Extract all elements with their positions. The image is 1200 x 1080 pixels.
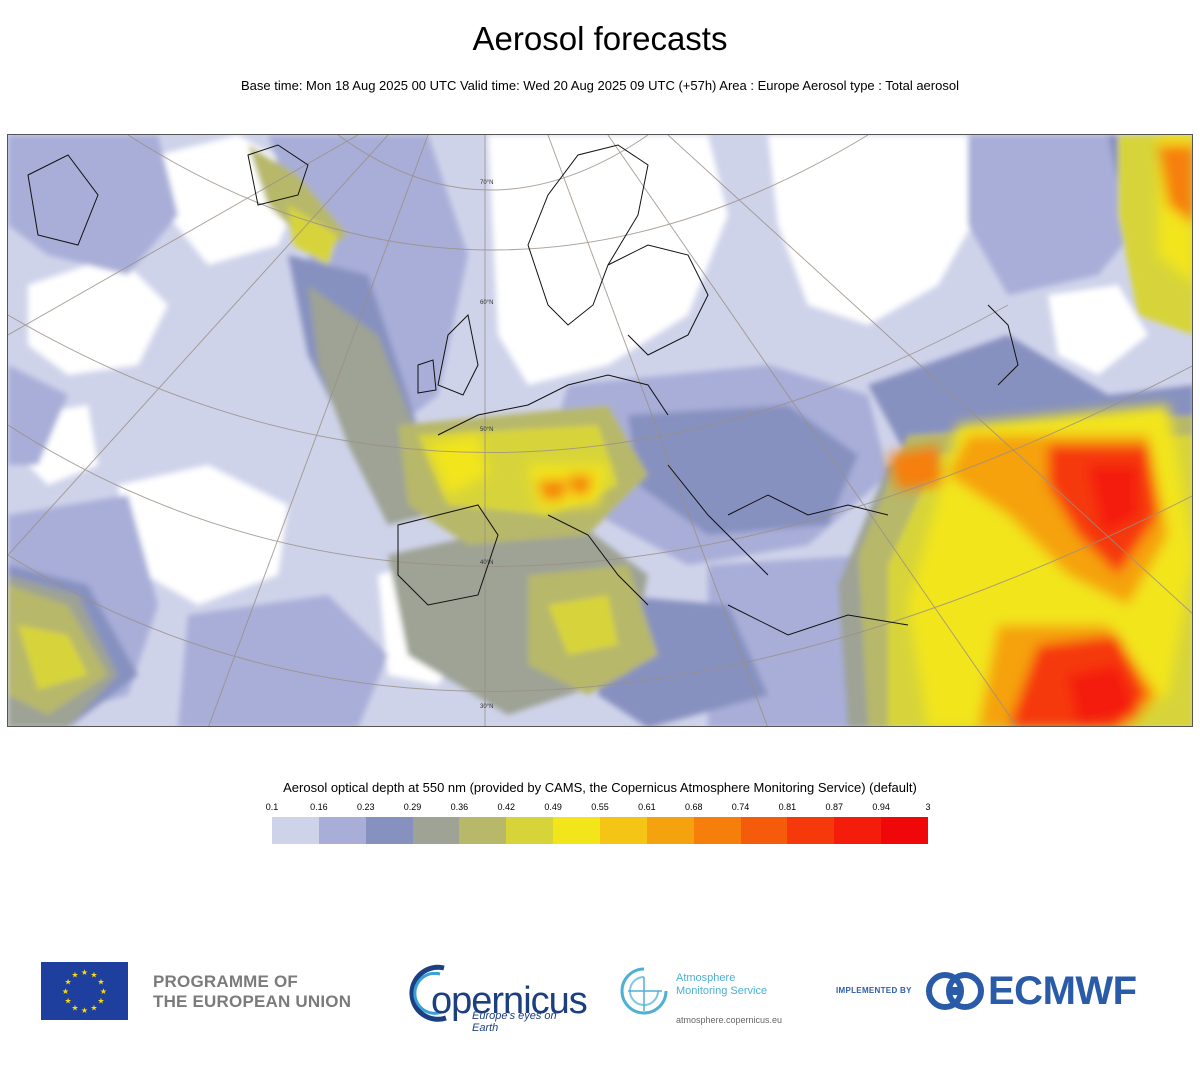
eu-star-icon: ★ (100, 987, 107, 996)
colorbar-tick-label: 0.55 (591, 802, 609, 812)
eu-star-icon: ★ (97, 997, 104, 1006)
colorbar-segment (318, 817, 366, 844)
colorbar-tick-label: 0.87 (825, 802, 844, 812)
implemented-by-label: IMPLEMENTED BY (836, 986, 912, 995)
colorbar-segment (646, 817, 694, 844)
colorbar-segment (365, 817, 413, 844)
aerosol-map[interactable]: 70°N 60°N 50°N 40°N 30°N (7, 134, 1193, 727)
colorbar-tick-label: 0.29 (403, 802, 422, 812)
eu-line-1: PROGRAMME OF (153, 972, 299, 991)
colorbar-tick-label: 0.1 (265, 802, 279, 812)
eu-flag-logo[interactable]: ★ ★ ★ ★ ★ ★ ★ ★ ★ ★ ★ ★ (41, 962, 128, 1020)
legend-title: Aerosol optical depth at 550 nm (provide… (283, 780, 917, 795)
ecmwf-rings-icon (926, 972, 984, 1010)
colorbar-tick-label: 0.16 (310, 802, 328, 812)
lat-label-70: 70°N (480, 180, 493, 186)
eu-programme-text: PROGRAMME OF THE EUROPEAN UNION (153, 972, 351, 1012)
colorbar-legend: Aerosol optical depth at 550 nm (provide… (0, 780, 1200, 844)
colorbar-tick-label: 0.74 (731, 802, 750, 812)
cams-url: atmosphere.copernicus.eu (676, 1015, 783, 1025)
cams-line-2: Monitoring Service (676, 985, 768, 997)
colorbar-tick-label: 0.23 (356, 802, 375, 812)
colorbar-segment (834, 817, 882, 844)
copernicus-swoosh-icon (409, 964, 447, 1022)
colorbar-segment (787, 817, 835, 844)
eu-star-icon: ★ (64, 978, 71, 987)
copernicus-logo[interactable]: opernicus Europe's eyes on Earth (404, 960, 588, 1034)
ecmwf-logo[interactable]: ECMWF (926, 971, 1166, 1011)
colorbar-segment (881, 817, 929, 844)
cams-globe-icon (620, 967, 668, 1015)
cams-name: Atmosphere Monitoring Service (676, 972, 767, 998)
map-canvas: 70°N 60°N 50°N 40°N 30°N (8, 135, 1192, 726)
high-aerosol-plume (428, 135, 1192, 726)
eu-star-icon: ★ (71, 1003, 78, 1012)
eu-star-icon: ★ (62, 987, 69, 996)
footer-logos: ★ ★ ★ ★ ★ ★ ★ ★ ★ ★ ★ ★ PROGRAMME OF THE EUROPEAN U… (0, 955, 1200, 1035)
colorbar-segment (506, 817, 554, 844)
cams-line-1: Atmosphere (676, 972, 736, 984)
colorbar-segment (272, 817, 319, 844)
legend-colorbar (272, 817, 929, 844)
eu-star-icon: ★ (90, 971, 97, 980)
colorbar-tick-label: 0.81 (778, 802, 797, 812)
copernicus-wordmark: opernicus (431, 980, 588, 1022)
graticule (8, 135, 1192, 726)
colorbar-segment (740, 817, 788, 844)
copernicus-tagline: Europe's eyes on Earth (472, 1010, 557, 1034)
forecast-info: Base time: Mon 18 Aug 2025 00 UTC Valid … (241, 78, 959, 93)
colorbar-segment (553, 817, 601, 844)
eu-star-icon: ★ (81, 1006, 88, 1015)
colorbar-segment (600, 817, 647, 844)
colorbar-segment (412, 817, 460, 844)
colorbar-tick-label: 3 (925, 802, 931, 812)
lat-label-60: 60°N (480, 300, 493, 306)
colorbar-tick-label: 0.49 (544, 802, 562, 812)
cams-logo[interactable]: Atmosphere Monitoring Service atmosphere… (618, 961, 798, 1027)
colorbar-segment (459, 817, 507, 844)
eu-line-2: THE EUROPEAN UNION (153, 992, 352, 1011)
colorbar-tick-label: 0.61 (638, 802, 656, 812)
eu-star-icon: ★ (90, 1003, 97, 1012)
ecmwf-wordmark: ECMWF (988, 969, 1137, 1013)
colorbar-tick-label: 0.42 (497, 802, 516, 812)
colorbar-tick-label: 0.36 (450, 802, 469, 812)
lat-label-30: 30°N (480, 704, 493, 710)
eu-star-icon: ★ (64, 997, 71, 1006)
colorbar-segment (693, 817, 741, 844)
colorbar-tick-label: 0.94 (872, 802, 890, 812)
lat-label-40: 40°N (480, 560, 493, 566)
legend-ticks: 0.1 0.16 0.23 0.29 0.36 0.42 0.49 0.55 0.61 0.68 0… (266, 802, 931, 814)
page-title: Aerosol forecasts (472, 20, 728, 57)
eu-star-icon: ★ (71, 971, 78, 980)
eu-star-icon: ★ (81, 968, 88, 977)
eu-star-icon: ★ (97, 978, 104, 987)
coastlines (27, 144, 1019, 636)
colorbar-tick-label: 0.68 (684, 802, 703, 812)
lat-label-50: 50°N (480, 427, 493, 433)
